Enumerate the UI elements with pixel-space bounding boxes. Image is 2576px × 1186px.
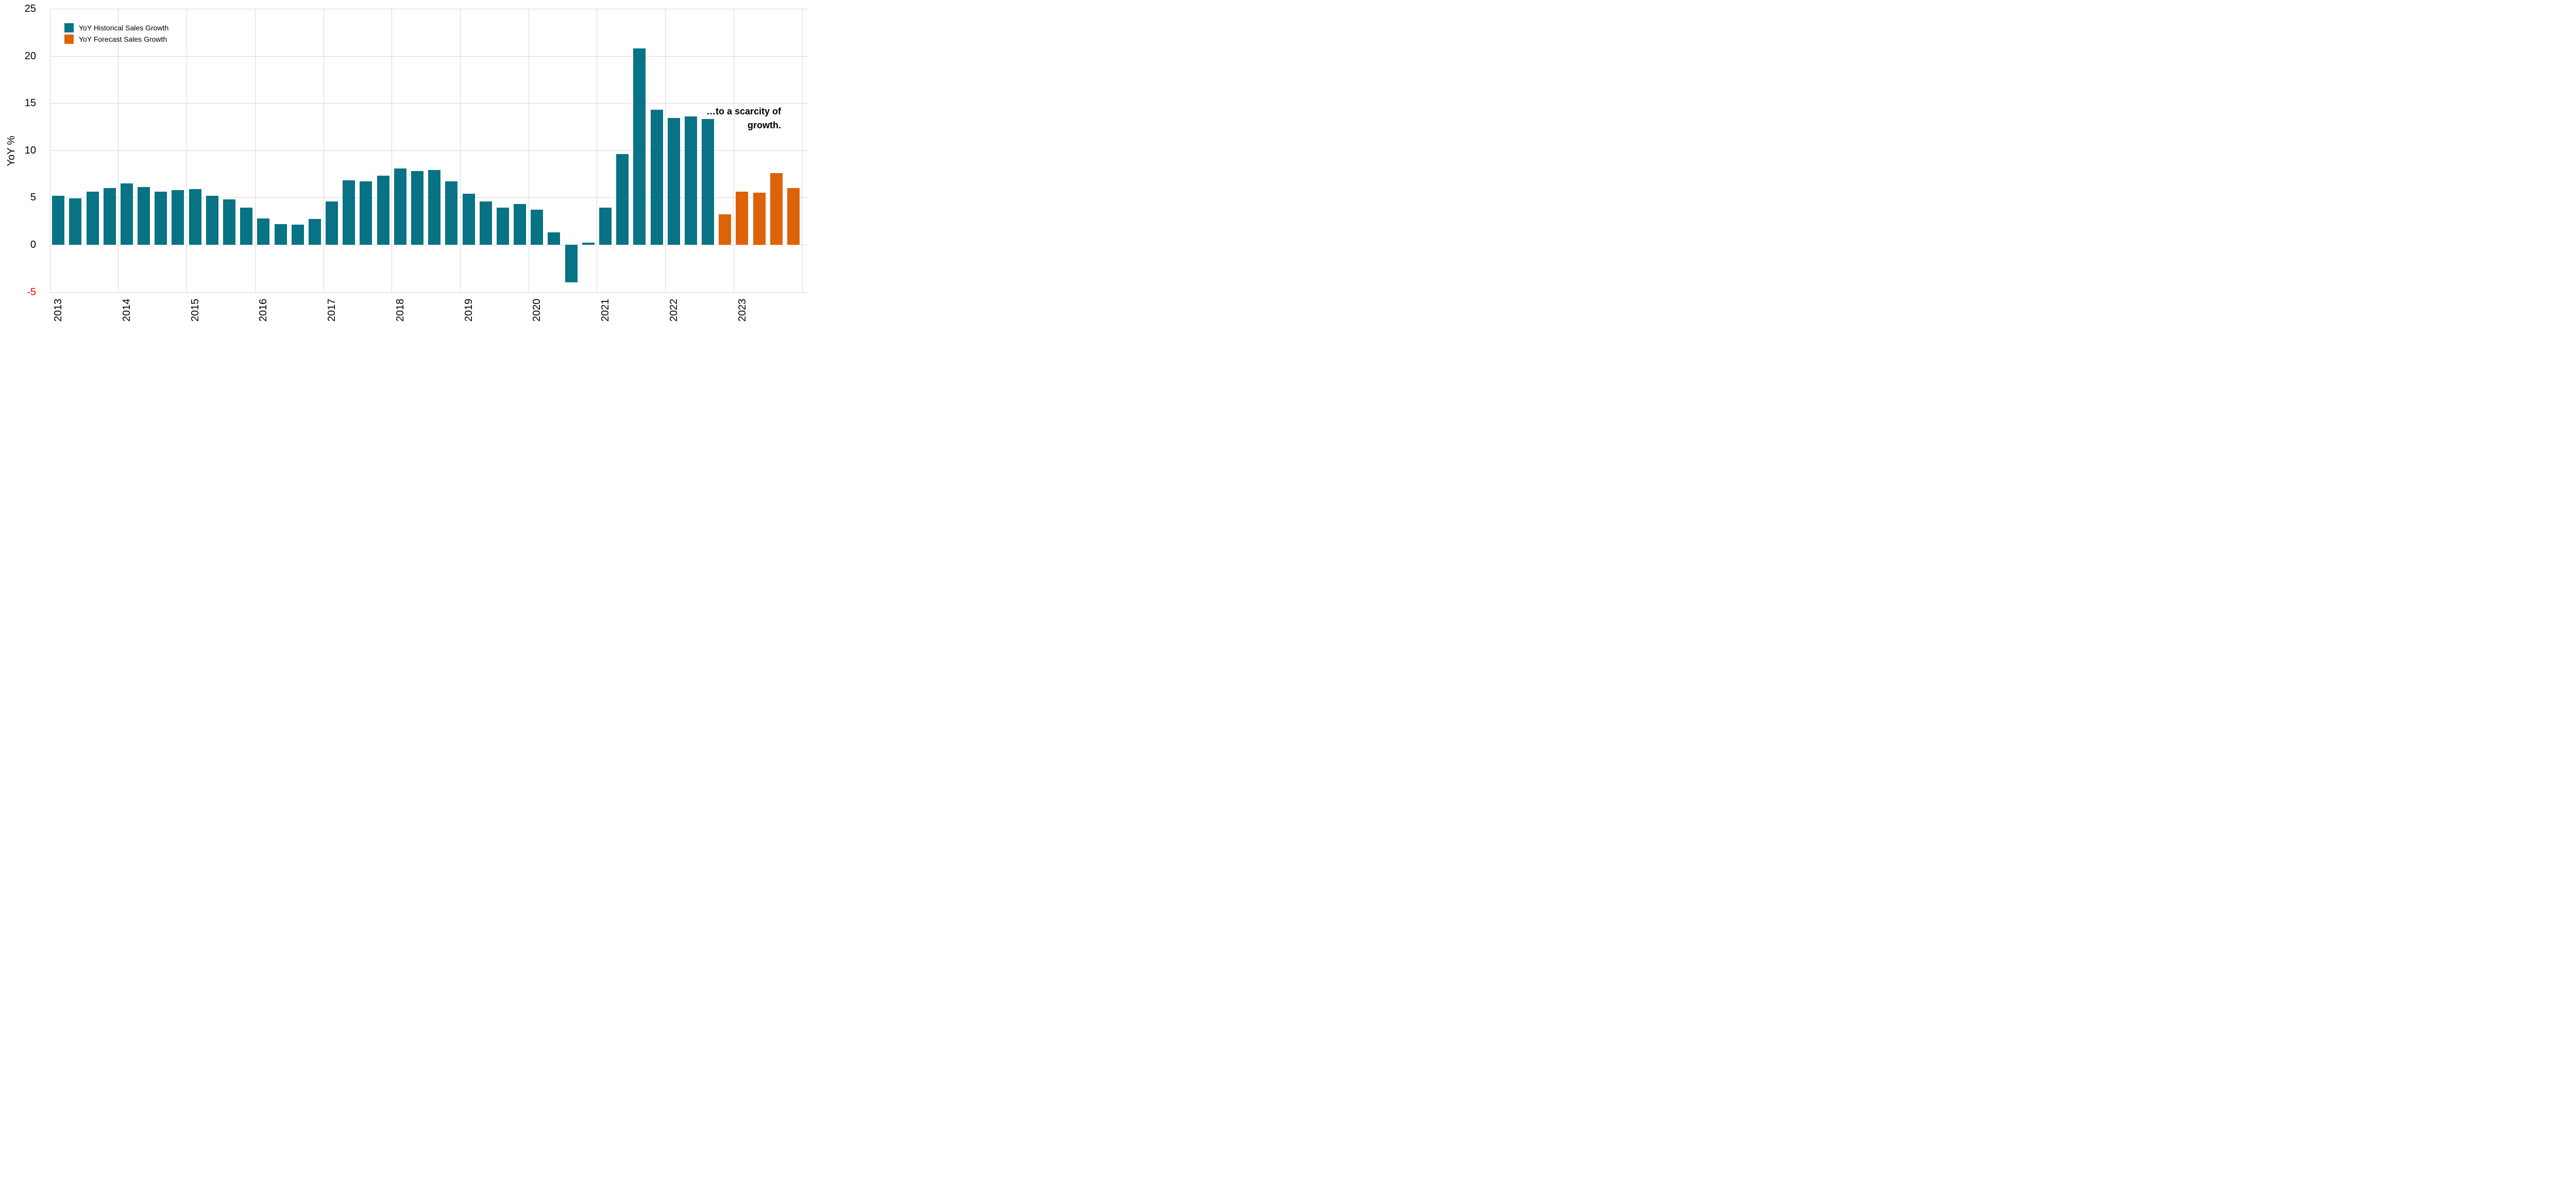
gridline-y-20	[49, 56, 808, 57]
bar-historical-2022-Q2	[684, 116, 697, 245]
gridline-year-6	[460, 9, 461, 292]
bar-historical-2015-Q2	[206, 195, 218, 245]
bar-forecast-2023-Q2	[753, 193, 766, 245]
bar-historical-2021-Q3	[633, 48, 646, 245]
bar-historical-2019-Q1	[462, 193, 475, 245]
bar-historical-2022-Q1	[667, 118, 680, 245]
x-year-label-2023: 2023	[736, 298, 748, 322]
bar-historical-2019-Q4	[514, 204, 527, 245]
bar-historical-2020-Q3	[565, 244, 578, 283]
bar-historical-2018-Q2	[411, 171, 423, 245]
y-tick-label--5: -5	[27, 286, 36, 298]
forecast-swatch-icon	[64, 35, 74, 44]
bar-historical-2013-Q2	[69, 198, 82, 245]
bar-historical-2019-Q2	[479, 201, 492, 245]
gridline-y-15	[49, 103, 808, 104]
bar-forecast-2023-Q4	[787, 188, 800, 245]
bar-historical-2021-Q2	[616, 154, 629, 245]
y-tick-label-5: 5	[30, 192, 36, 204]
bar-forecast-2023-Q3	[770, 173, 783, 245]
bar-historical-2021-Q1	[599, 208, 612, 245]
legend-item-historical: YoY Historical Sales Growth	[64, 23, 168, 32]
bar-historical-2017-Q4	[377, 176, 389, 245]
bar-historical-2014-Q4	[172, 190, 184, 245]
bar-historical-2016-Q1	[257, 218, 270, 245]
bar-historical-2015-Q1	[189, 189, 201, 245]
x-year-label-2022: 2022	[668, 298, 680, 322]
x-year-label-2016: 2016	[258, 298, 269, 322]
x-year-label-2021: 2021	[600, 298, 612, 322]
bar-historical-2022-Q3	[702, 119, 715, 245]
legend-item-forecast: YoY Forecast Sales Growth	[64, 35, 168, 44]
gridline-year-9	[665, 9, 666, 292]
gridline-y-10	[49, 150, 808, 151]
gridline-y--5	[49, 292, 808, 293]
y-tick-label-20: 20	[24, 50, 36, 62]
annotation-text: …to a scarcity of growth.	[706, 105, 781, 132]
bar-historical-2016-Q4	[308, 219, 321, 245]
bar-historical-2017-Q2	[343, 180, 355, 245]
bar-historical-2018-Q4	[445, 181, 458, 245]
legend-label-historical: YoY Historical Sales Growth	[79, 24, 169, 32]
bar-historical-2014-Q2	[138, 187, 150, 245]
y-tick-label-10: 10	[24, 144, 36, 156]
bar-historical-2018-Q3	[428, 170, 441, 245]
legend-label-forecast: YoY Forecast Sales Growth	[79, 35, 167, 43]
y-tick-label-15: 15	[24, 97, 36, 109]
bar-forecast-2023-Q1	[736, 192, 749, 245]
bar-historical-2013-Q4	[103, 188, 116, 245]
bar-historical-2013-Q3	[86, 192, 99, 245]
annotation-line-2: growth.	[748, 120, 781, 130]
x-year-label-2015: 2015	[189, 298, 201, 322]
y-axis-title: YoY %	[6, 135, 17, 166]
y-tick-label-0: 0	[30, 239, 36, 250]
bar-historical-2015-Q4	[240, 208, 253, 245]
bar-historical-2016-Q2	[274, 224, 287, 245]
bar-historical-2014-Q1	[120, 183, 133, 245]
bar-historical-2017-Q3	[360, 181, 372, 245]
x-year-label-2019: 2019	[463, 298, 474, 322]
historical-swatch-icon	[64, 23, 74, 32]
x-year-label-2014: 2014	[121, 298, 132, 322]
x-year-label-2020: 2020	[531, 298, 543, 322]
gridline-year-11	[802, 9, 803, 292]
bar-historical-2016-Q3	[291, 225, 304, 245]
bar-historical-2013-Q1	[52, 195, 65, 245]
x-year-label-2018: 2018	[394, 298, 406, 322]
bar-historical-2017-Q1	[326, 201, 338, 245]
y-tick-label-25: 25	[24, 3, 36, 14]
bar-historical-2021-Q4	[650, 109, 663, 245]
bar-historical-2015-Q3	[223, 199, 235, 245]
bar-forecast-2022-Q4	[719, 214, 732, 245]
bar-historical-2018-Q1	[394, 168, 406, 245]
gridline-year-3	[255, 9, 256, 292]
x-year-label-2013: 2013	[53, 298, 64, 322]
bar-historical-2019-Q3	[496, 208, 509, 245]
legend: YoY Historical Sales Growth YoY Forecast…	[64, 23, 168, 46]
sales-growth-chart: 25 20 15 10 5 0 -5 YoY % YoY Historical Sales …	[0, 0, 808, 326]
bar-historical-2020-Q4	[582, 243, 595, 245]
bar-historical-2020-Q1	[531, 210, 544, 245]
annotation-line-1: …to a scarcity of	[706, 106, 781, 116]
bar-historical-2014-Q3	[155, 192, 167, 245]
x-year-label-2017: 2017	[326, 298, 338, 322]
bar-historical-2020-Q2	[548, 232, 561, 245]
